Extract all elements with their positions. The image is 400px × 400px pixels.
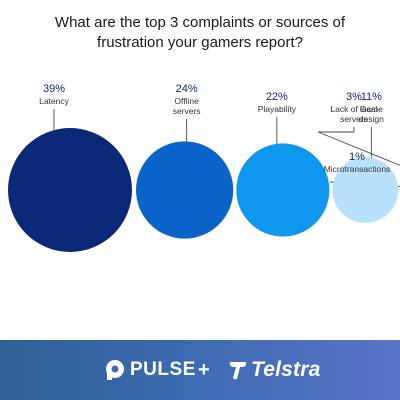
bubble-labels: 39%Latency24%Offlineservers22%Playabilit… — [39, 83, 390, 174]
value-label-playability: 22% — [266, 91, 288, 103]
pulse-logo: PULSE — [104, 340, 196, 400]
category-label-lack-of-local-servers: Lack of local — [330, 104, 377, 114]
chart-title: What are the top 3 complaints or sources… — [54, 14, 346, 51]
bubble-chart: 39%Latency24%Offlineservers22%Playabilit… — [8, 83, 400, 252]
category-label-offline-servers: servers — [173, 106, 201, 116]
footer-banner: PULSE + Telstra — [0, 340, 400, 400]
bubble-latency — [8, 128, 132, 252]
plus-sign: + — [198, 358, 210, 381]
category-label-microtransactions: Microtransactions — [324, 164, 391, 174]
value-label-lack-of-local-servers: 3% — [346, 91, 362, 103]
bubble-offline-servers — [136, 141, 234, 239]
telstra-logo-text: Telstra — [251, 358, 321, 381]
category-label-game-design: design — [359, 114, 384, 124]
category-label-latency: Latency — [39, 96, 70, 106]
category-label-offline-servers: Offline — [174, 96, 199, 106]
bubble-game-design — [332, 157, 399, 223]
category-label-playability: Playability — [258, 104, 297, 114]
pulse-logo-text: PULSE — [130, 359, 196, 380]
telstra-logo: Telstra — [228, 340, 321, 400]
bubbles — [8, 128, 399, 252]
value-label-latency: 39% — [43, 83, 65, 95]
value-label-game-design: 11% — [361, 91, 382, 103]
value-label-microtransactions: 1% — [349, 151, 365, 163]
telstra-t-icon — [229, 362, 247, 380]
pulse-p-icon — [106, 360, 124, 380]
category-label-lack-of-local-servers: servers — [340, 114, 368, 124]
bubble-playability — [236, 143, 330, 237]
category-label-game-design: Game — [360, 104, 383, 114]
leader-line-lack-of-local-servers — [317, 131, 400, 166]
value-label-offline-servers: 24% — [176, 83, 198, 95]
